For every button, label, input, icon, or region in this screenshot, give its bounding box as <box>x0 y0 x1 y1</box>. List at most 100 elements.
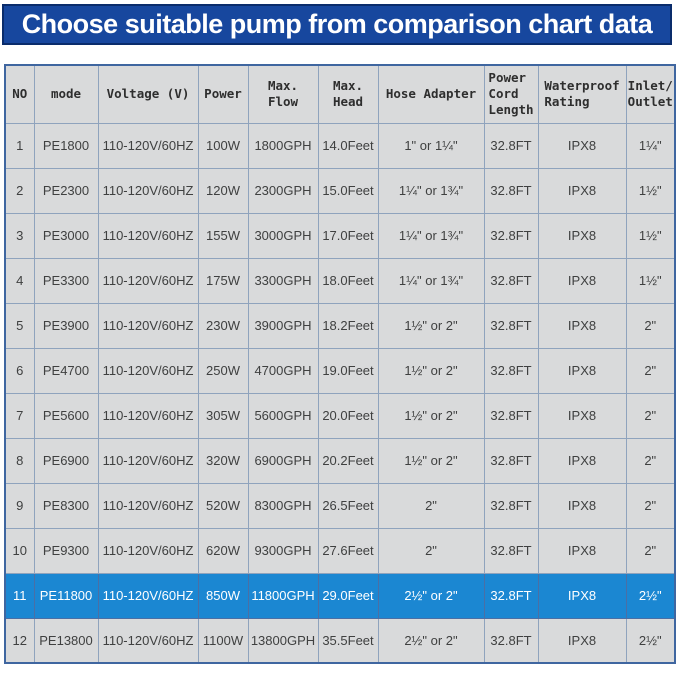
table-row: 2 PE2300 110-120V/60HZ 120W 2300GPH 15.0Feet 1… <box>4 167 676 214</box>
cell-power: 120W <box>197 167 249 214</box>
cell-no: 11 <box>4 572 35 619</box>
cell-max_head: 26.5Feet <box>317 482 379 529</box>
cell-mode: PE3000 <box>33 212 99 259</box>
cell-voltage: 110-120V/60HZ <box>97 392 199 439</box>
cell-max_head: 18.2Feet <box>317 302 379 349</box>
cell-mode: PE11800 <box>33 572 99 619</box>
table-header-row: NO mode Voltage (V) Power Max. Flow Max. Head… <box>4 64 676 124</box>
cell-cord_length: 32.8FT <box>483 167 539 214</box>
column-header-mode: mode <box>33 64 99 124</box>
cell-hose_adapter: 2½" or 2" <box>377 617 485 664</box>
cell-inlet_outlet: 2" <box>625 392 676 439</box>
cell-cord_length: 32.8FT <box>483 392 539 439</box>
cell-voltage: 110-120V/60HZ <box>97 437 199 484</box>
table-row: 9 PE8300 110-120V/60HZ 520W 8300GPH 26.5Feet 2… <box>4 482 676 529</box>
column-header-power: Power <box>197 64 249 124</box>
cell-inlet_outlet: 2" <box>625 482 676 529</box>
cell-max_flow: 6900GPH <box>247 437 319 484</box>
cell-voltage: 110-120V/60HZ <box>97 347 199 394</box>
cell-power: 250W <box>197 347 249 394</box>
column-header-label: Max. Flow <box>267 78 299 110</box>
banner: Choose suitable pump from comparison cha… <box>2 4 672 45</box>
cell-power: 320W <box>197 437 249 484</box>
cell-waterproof: IPX8 <box>537 122 627 169</box>
column-header-max_head: Max. Head <box>317 64 379 124</box>
column-header-max_flow: Max. Flow <box>247 64 319 124</box>
column-header-inlet_outlet: Inlet/ Outlet <box>625 64 676 124</box>
table-row: 11 PE11800 110-120V/60HZ 850W 11800GPH 29.0Fe… <box>4 572 676 619</box>
cell-power: 230W <box>197 302 249 349</box>
cell-voltage: 110-120V/60HZ <box>97 482 199 529</box>
table-row: 5 PE3900 110-120V/60HZ 230W 3900GPH 18.2Feet 1… <box>4 302 676 349</box>
cell-voltage: 110-120V/60HZ <box>97 212 199 259</box>
cell-max_flow: 3000GPH <box>247 212 319 259</box>
cell-max_head: 19.0Feet <box>317 347 379 394</box>
cell-voltage: 110-120V/60HZ <box>97 527 199 574</box>
cell-no: 1 <box>4 122 35 169</box>
cell-waterproof: IPX8 <box>537 617 627 664</box>
table-row: 1 PE1800 110-120V/60HZ 100W 1800GPH 14.0Feet 1… <box>4 122 676 169</box>
cell-mode: PE4700 <box>33 347 99 394</box>
column-header-cord_length: Power Cord Length <box>483 64 539 124</box>
column-header-hose_adapter: Hose Adapter <box>377 64 485 124</box>
cell-max_flow: 3900GPH <box>247 302 319 349</box>
cell-hose_adapter: 1¼" or 1¾" <box>377 257 485 304</box>
cell-mode: PE1800 <box>33 122 99 169</box>
cell-mode: PE5600 <box>33 392 99 439</box>
cell-cord_length: 32.8FT <box>483 347 539 394</box>
cell-no: 6 <box>4 347 35 394</box>
cell-waterproof: IPX8 <box>537 572 627 619</box>
cell-voltage: 110-120V/60HZ <box>97 617 199 664</box>
cell-mode: PE6900 <box>33 437 99 484</box>
cell-inlet_outlet: 2½" <box>625 572 676 619</box>
cell-inlet_outlet: 2" <box>625 302 676 349</box>
cell-power: 175W <box>197 257 249 304</box>
column-header-label: NO <box>12 86 28 102</box>
cell-max_head: 14.0Feet <box>317 122 379 169</box>
cell-max_head: 17.0Feet <box>317 212 379 259</box>
cell-power: 100W <box>197 122 249 169</box>
table-row: 10 PE9300 110-120V/60HZ 620W 9300GPH 27.6Feet… <box>4 527 676 574</box>
table-row: 6 PE4700 110-120V/60HZ 250W 4700GPH 19.0Feet 1… <box>4 347 676 394</box>
cell-cord_length: 32.8FT <box>483 572 539 619</box>
cell-mode: PE3900 <box>33 302 99 349</box>
cell-inlet_outlet: 2½" <box>625 617 676 664</box>
cell-cord_length: 32.8FT <box>483 527 539 574</box>
cell-no: 10 <box>4 527 35 574</box>
cell-max_flow: 3300GPH <box>247 257 319 304</box>
cell-waterproof: IPX8 <box>537 482 627 529</box>
cell-no: 4 <box>4 257 35 304</box>
cell-power: 520W <box>197 482 249 529</box>
cell-no: 2 <box>4 167 35 214</box>
column-header-label: Inlet/ Outlet <box>627 78 673 110</box>
cell-mode: PE8300 <box>33 482 99 529</box>
cell-no: 7 <box>4 392 35 439</box>
table-body: 1 PE1800 110-120V/60HZ 100W 1800GPH 14.0Feet 1… <box>4 122 676 664</box>
cell-waterproof: IPX8 <box>537 167 627 214</box>
cell-waterproof: IPX8 <box>537 257 627 304</box>
table-row: 8 PE6900 110-120V/60HZ 320W 6900GPH 20.2Feet 1… <box>4 437 676 484</box>
table-row: 7 PE5600 110-120V/60HZ 305W 5600GPH 20.0Feet 1… <box>4 392 676 439</box>
cell-hose_adapter: 1¼" or 1¾" <box>377 167 485 214</box>
cell-hose_adapter: 1½" or 2" <box>377 302 485 349</box>
cell-mode: PE13800 <box>33 617 99 664</box>
cell-waterproof: IPX8 <box>537 392 627 439</box>
cell-voltage: 110-120V/60HZ <box>97 122 199 169</box>
cell-inlet_outlet: 2" <box>625 527 676 574</box>
cell-power: 305W <box>197 392 249 439</box>
cell-no: 3 <box>4 212 35 259</box>
cell-hose_adapter: 1" or 1¼" <box>377 122 485 169</box>
cell-power: 1100W <box>197 617 249 664</box>
cell-max_head: 20.2Feet <box>317 437 379 484</box>
cell-hose_adapter: 1½" or 2" <box>377 437 485 484</box>
cell-mode: PE2300 <box>33 167 99 214</box>
cell-voltage: 110-120V/60HZ <box>97 572 199 619</box>
cell-waterproof: IPX8 <box>537 302 627 349</box>
cell-max_flow: 8300GPH <box>247 482 319 529</box>
column-header-label: Power Cord Length <box>488 69 534 118</box>
table-row: 3 PE3000 110-120V/60HZ 155W 3000GPH 17.0Feet 1… <box>4 212 676 259</box>
cell-mode: PE3300 <box>33 257 99 304</box>
cell-voltage: 110-120V/60HZ <box>97 302 199 349</box>
table-row: 4 PE3300 110-120V/60HZ 175W 3300GPH 18.0Feet 1… <box>4 257 676 304</box>
